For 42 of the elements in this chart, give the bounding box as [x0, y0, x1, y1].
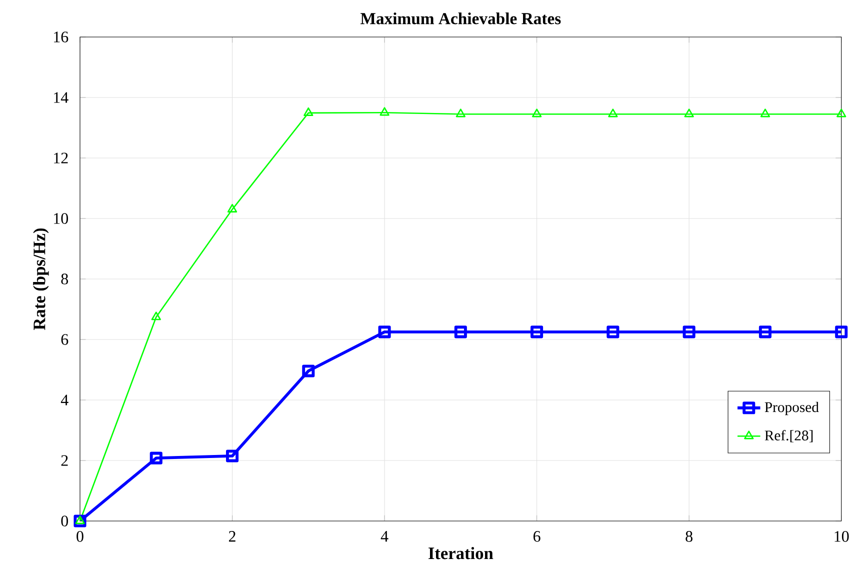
point: [150, 452, 162, 464]
point: [454, 326, 467, 338]
y-tick-label: 16: [54, 32, 68, 42]
point: [456, 108, 466, 118]
point: [684, 108, 694, 118]
point: [608, 108, 618, 118]
x-tick-label: 2: [228, 531, 236, 542]
y-tick-label: 6: [61, 334, 68, 345]
point: [151, 312, 161, 320]
point: [75, 516, 85, 524]
point: [226, 450, 239, 462]
point: [304, 107, 314, 116]
legend-label: Proposed: [764, 402, 819, 416]
y-tick-label: 10: [54, 213, 68, 224]
x-axis-title: Iteration: [428, 547, 494, 560]
point: [302, 364, 315, 378]
legend-label: Ref.[28]: [764, 430, 813, 442]
point: [530, 326, 544, 338]
point: [682, 326, 696, 338]
point: [227, 204, 238, 212]
y-tick-label: 14: [54, 92, 68, 103]
point: [760, 108, 770, 118]
x-tick-label: 8: [686, 531, 692, 542]
point: [532, 108, 542, 118]
y-tick-label: 0: [61, 516, 68, 526]
point: [606, 326, 620, 338]
y-tick-label: 12: [54, 152, 68, 164]
point: [74, 514, 86, 528]
point: [836, 108, 846, 118]
point: [758, 326, 772, 338]
x-tick-label: 10: [834, 531, 849, 542]
y-tick-label: 4: [60, 394, 68, 406]
y-tick-label: 2: [61, 455, 68, 466]
x-tick-label: 6: [533, 531, 540, 542]
y-axis-title: Rate (bps/Hz): [33, 228, 49, 330]
x-tick-label: 0: [76, 531, 84, 542]
y-tick-label: 8: [61, 274, 68, 284]
chart-title: Maximum Achievable Rates: [360, 12, 561, 24]
point: [378, 326, 391, 338]
x-tick-label: 4: [380, 531, 388, 542]
point: [380, 107, 390, 116]
point: [835, 326, 848, 338]
